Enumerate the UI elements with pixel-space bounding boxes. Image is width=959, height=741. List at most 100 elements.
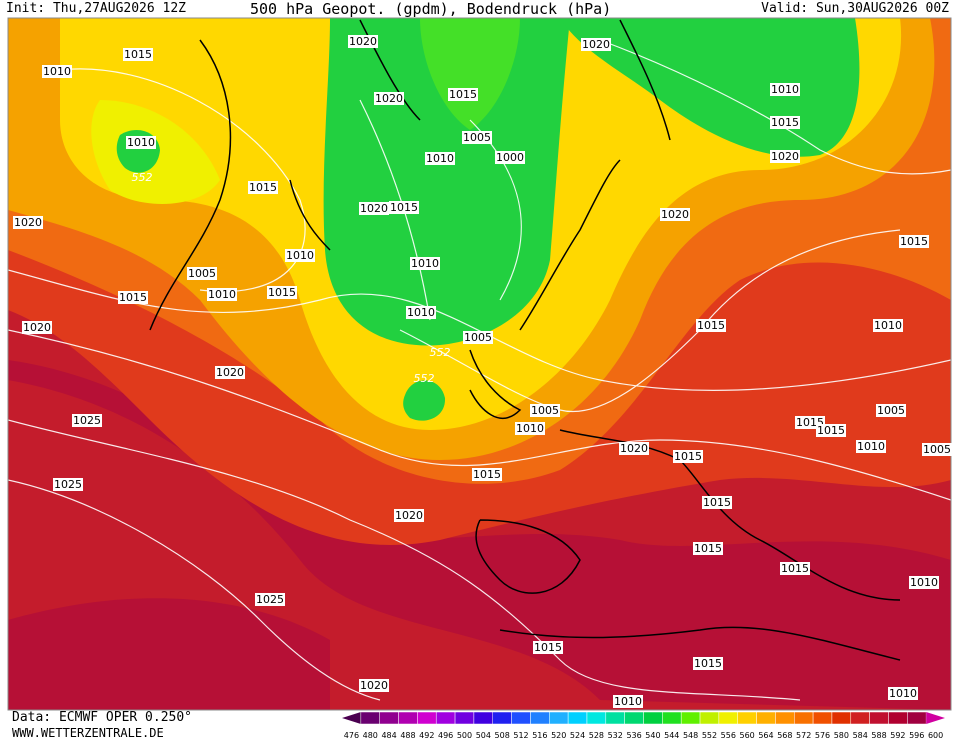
isobar-label: 1020 — [771, 150, 799, 163]
isobar-label-bg — [673, 450, 703, 463]
scale-swatch — [473, 711, 493, 725]
isobar-label-bg — [856, 440, 886, 453]
isobar-label: 1005 — [923, 443, 951, 456]
isobar-label: 1015 — [674, 450, 702, 463]
data-source: Data: ECMWF OPER 0.250° — [12, 710, 193, 725]
isobar-label: 1010 — [208, 288, 236, 301]
scale-label: 480 — [363, 731, 378, 740]
scale-swatch — [775, 711, 795, 725]
isobar-label-bg — [909, 576, 939, 589]
isobar-label-bg — [873, 319, 903, 332]
scale-swatch — [360, 711, 380, 725]
map-title: 500 hPa Geopot. (gpdm), Bodendruck (hPa) — [250, 0, 612, 18]
isobar-label: 1020 — [661, 208, 689, 221]
scale-label: 568 — [777, 731, 792, 740]
isobar-label: 552 — [414, 372, 435, 385]
site-url: WWW.WETTERZENTRALE.DE — [12, 726, 164, 740]
scale-arrow — [342, 712, 361, 724]
scale-swatch — [586, 711, 607, 725]
scale-swatch — [794, 711, 814, 725]
scale-label: 516 — [532, 731, 547, 740]
scale-label: 500 — [457, 731, 472, 740]
isobar-label: 1015 — [249, 181, 277, 194]
isobar-label: 1010 — [127, 136, 155, 149]
isobar-label-bg — [888, 687, 918, 700]
isobar-label-bg — [42, 65, 72, 78]
isobar-label: 1015 — [781, 562, 809, 575]
isobar-label-bg — [472, 468, 502, 481]
isobar-label: 1020 — [23, 321, 51, 334]
scale-label: 528 — [589, 731, 604, 740]
scale-label: 592 — [890, 731, 905, 740]
scale-swatch — [907, 711, 927, 725]
isobar-label-bg — [533, 641, 563, 654]
isobar-label: 1005 — [188, 267, 216, 280]
isobar-label-bg — [118, 291, 148, 304]
isobar-label: 1020 — [360, 202, 388, 215]
map-frame — [7, 17, 952, 711]
isobar-label: 1010 — [411, 257, 439, 270]
scale-swatch — [379, 711, 399, 725]
scale-label: 600 — [928, 731, 943, 740]
isobar-label: 1005 — [531, 404, 559, 417]
scale-label: 572 — [796, 731, 811, 740]
isobar-label: 552 — [430, 346, 451, 359]
isobar-label: 1015 — [268, 286, 296, 299]
isobar-label: 1020 — [349, 35, 377, 48]
scale-label: 512 — [513, 731, 528, 740]
scale-label: 564 — [758, 731, 773, 740]
isobar-label-bg — [770, 116, 800, 129]
isobar-label-bg — [463, 331, 493, 344]
isobar-label: 1015 — [697, 319, 725, 332]
isobar-label: 1020 — [14, 216, 42, 229]
isobar-label: 1015 — [694, 542, 722, 555]
isobar-label-bg — [495, 151, 525, 164]
isobar-label-bg — [255, 593, 285, 606]
scale-label: 492 — [419, 731, 434, 740]
isobar-label: 1015 — [473, 468, 501, 481]
isobar-label-bg — [394, 509, 424, 522]
isobar-label: 1005 — [877, 404, 905, 417]
isobar-label-bg — [581, 38, 611, 51]
isobar-label: 1015 — [390, 201, 418, 214]
isobar-label-bg — [899, 235, 929, 248]
isobar-label-bg — [22, 321, 52, 334]
isobar-label-bg — [123, 48, 153, 61]
isobar-label-bg — [72, 414, 102, 427]
isobar-label: 1010 — [910, 576, 938, 589]
scale-label: 508 — [495, 731, 510, 740]
isobar-label: 1025 — [73, 414, 101, 427]
isobar-label-bg — [406, 306, 436, 319]
isobar-label: 1015 — [124, 48, 152, 61]
isobar-label-bg — [248, 181, 278, 194]
isobar-label: 1020 — [395, 509, 423, 522]
scale-label: 584 — [853, 731, 868, 740]
scale-swatch — [643, 711, 663, 725]
isobar-label-bg — [187, 267, 217, 280]
isobar-label: 1010 — [889, 687, 917, 700]
scale-label: 484 — [381, 731, 396, 740]
isobar-label: 1010 — [771, 83, 799, 96]
scale-swatch — [492, 711, 512, 725]
isobar-label: 1005 — [464, 331, 492, 344]
scale-label: 540 — [645, 731, 660, 740]
isobar-label: 1025 — [54, 478, 82, 491]
scale-swatch — [624, 711, 644, 725]
scale-label: 552 — [702, 731, 717, 740]
isobar-label: 1000 — [496, 151, 524, 164]
scale-swatch — [888, 711, 908, 725]
isobar-label: 1010 — [614, 695, 642, 708]
scale-swatch — [718, 711, 738, 725]
scale-label: 488 — [400, 731, 415, 740]
isobar-label-bg — [215, 366, 245, 379]
isobar-label-bg — [702, 496, 732, 509]
isobar-label: 1010 — [516, 422, 544, 435]
isobar-label-bg — [660, 208, 690, 221]
isobar-label: 1010 — [426, 152, 454, 165]
field — [8, 18, 951, 710]
scale-label: 556 — [721, 731, 736, 740]
scale-swatch — [605, 711, 625, 725]
isobar-label: 1020 — [375, 92, 403, 105]
isobar-label: 1020 — [582, 38, 610, 51]
